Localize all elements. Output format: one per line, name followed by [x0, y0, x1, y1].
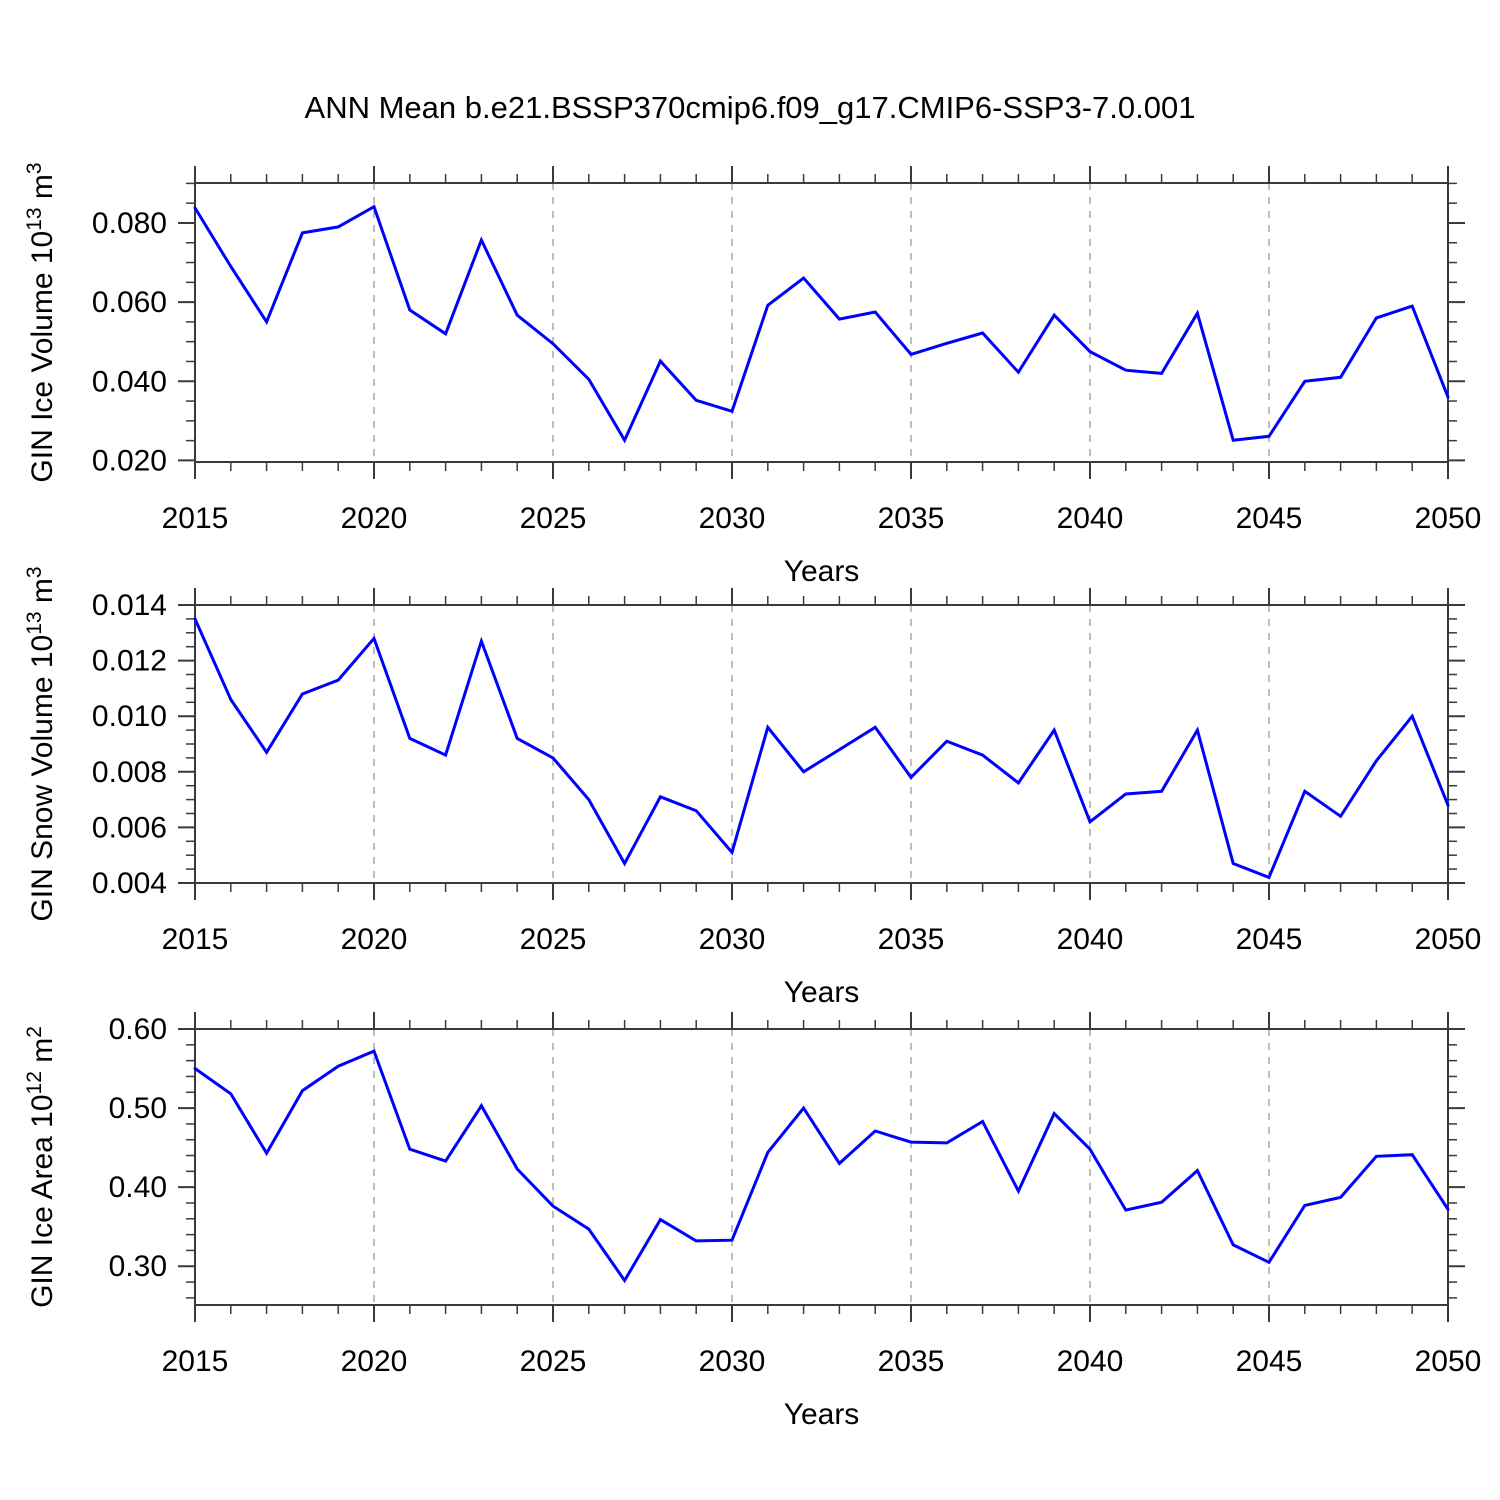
x-tick-label: 2040 — [1057, 502, 1124, 535]
ice-area-chart: 2015 2020 2025 2030 2035 2040 2045 2050 0.30 0.40… — [23, 1012, 1481, 1431]
x-tick-label: 2020 — [341, 1345, 408, 1378]
plot-frame — [194, 604, 1449, 884]
y-tick-label: 0.008 — [92, 756, 167, 789]
x-tick-label: 2050 — [1415, 1345, 1482, 1378]
gin-snow-volume-line — [193, 617, 1450, 880]
gin-ice-area-line — [193, 1049, 1450, 1284]
y-tick-label: 0.014 — [92, 589, 167, 622]
gin-ice-volume-line — [193, 204, 1450, 444]
x-tick-label: 2020 — [341, 923, 408, 956]
x-tick-label: 2030 — [699, 502, 766, 535]
x-tick-label: 2030 — [699, 1345, 766, 1378]
x-axis-title: Years — [784, 1398, 860, 1431]
x-tick-label: 2025 — [520, 923, 587, 956]
x-tick-label: 2020 — [341, 502, 408, 535]
x-tick-label: 2045 — [1236, 923, 1303, 956]
y-tick-label: 0.50 — [109, 1092, 167, 1125]
y-tick-label: 0.080 — [92, 207, 167, 240]
x-tick-label: 2035 — [878, 502, 945, 535]
x-tick-label: 2040 — [1057, 1345, 1124, 1378]
snow-volume-chart: 2015 2020 2025 2030 2035 2040 2045 2050 0.004 0.0… — [23, 566, 1481, 1009]
x-tick-label: 2015 — [162, 923, 229, 956]
y-axis-title: GIN Snow Volume 1013 m3 — [23, 566, 59, 921]
x-tick-label: 2015 — [162, 1345, 229, 1378]
x-tick-label: 2025 — [520, 502, 587, 535]
x-tick-label: 2050 — [1415, 923, 1482, 956]
x-axis-title: Years — [784, 976, 860, 1009]
x-tick-label: 2040 — [1057, 923, 1124, 956]
y-tick-label: 0.006 — [92, 811, 167, 844]
y-tick-label: 0.60 — [109, 1013, 167, 1046]
y-tick-label: 0.060 — [92, 286, 167, 319]
y-tick-label: 0.004 — [92, 867, 167, 900]
y-tick-label: 0.40 — [109, 1171, 167, 1204]
x-tick-label: 2035 — [878, 923, 945, 956]
y-tick-label: 0.012 — [92, 645, 167, 678]
y-tick-label: 0.30 — [109, 1250, 167, 1283]
ice-volume-chart: 2015 2020 2025 2030 2035 2040 2045 2050 0.020 0.0… — [23, 162, 1481, 588]
figure-title: ANN Mean b.e21.BSSP370cmip6.f09_g17.CMIP… — [304, 90, 1196, 125]
y-tick-label: 0.010 — [92, 700, 167, 733]
x-tick-label: 2025 — [520, 1345, 587, 1378]
x-tick-label: 2015 — [162, 502, 229, 535]
x-tick-label: 2030 — [699, 923, 766, 956]
x-tick-label: 2045 — [1236, 1345, 1303, 1378]
x-axis-title: Years — [784, 555, 860, 588]
x-tick-label: 2050 — [1415, 502, 1482, 535]
y-tick-label: 0.040 — [92, 365, 167, 398]
x-tick-label: 2045 — [1236, 502, 1303, 535]
plot-frame — [194, 1028, 1449, 1306]
plot-frame — [194, 182, 1449, 463]
y-axis-title: GIN Ice Volume 1013 m3 — [23, 162, 59, 482]
y-axis-title: GIN Ice Area 1012 m2 — [23, 1026, 59, 1308]
y-tick-label: 0.020 — [92, 444, 167, 477]
x-tick-label: 2035 — [878, 1345, 945, 1378]
